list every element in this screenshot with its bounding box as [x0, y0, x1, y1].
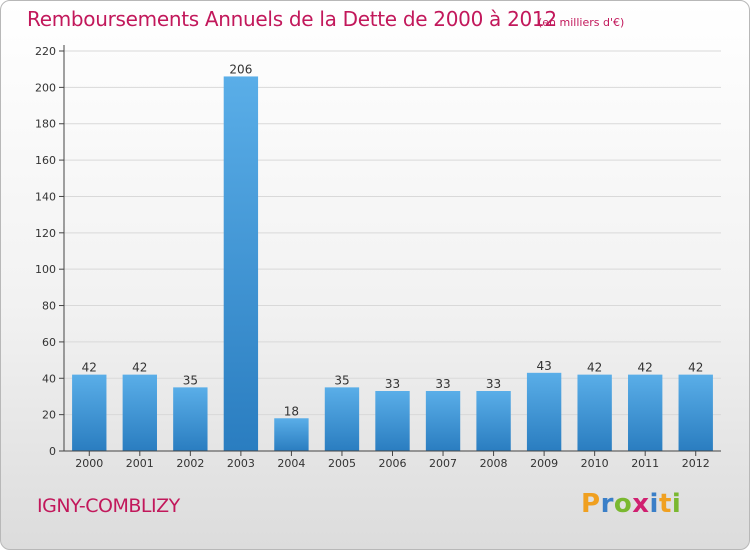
- value-label: 206: [229, 62, 252, 76]
- x-tick-label: 2004: [277, 457, 305, 470]
- y-tick-label: 200: [35, 81, 56, 94]
- bar: [628, 374, 663, 451]
- logo-letter: i: [649, 489, 659, 519]
- x-tick-label: 2006: [379, 457, 407, 470]
- y-tick-label: 0: [49, 445, 56, 458]
- y-tick-label: 140: [35, 190, 56, 203]
- bar: [476, 391, 511, 451]
- value-label: 18: [284, 404, 299, 418]
- y-tick-label: 160: [35, 154, 56, 167]
- logo-letter: x: [632, 489, 650, 519]
- value-label: 42: [132, 361, 147, 375]
- bar: [375, 391, 410, 451]
- logo-letter: P: [581, 489, 601, 519]
- value-label: 35: [183, 373, 198, 387]
- value-label: 42: [587, 361, 602, 375]
- value-label: 33: [486, 377, 501, 391]
- commune-name: IGNY-COMBLIZY: [37, 495, 180, 517]
- y-tick-label: 20: [42, 409, 56, 422]
- value-label: 35: [334, 373, 349, 387]
- bar: [526, 372, 562, 451]
- y-tick-label: 100: [35, 263, 56, 276]
- y-tick-label: 180: [35, 118, 56, 131]
- axes: [59, 45, 721, 456]
- chart-title: Remboursements Annuels de la Dette de 20…: [27, 7, 557, 31]
- x-tick-label: 2008: [480, 457, 508, 470]
- x-tick-label: 2005: [328, 457, 356, 470]
- bar: [324, 387, 360, 451]
- gridlines: [64, 50, 721, 416]
- bar: [223, 76, 259, 452]
- value-label: 33: [385, 377, 400, 391]
- bar: [274, 418, 309, 451]
- y-tick-label: 120: [35, 227, 56, 240]
- logo-letter: t: [658, 489, 672, 519]
- y-tick-label: 80: [42, 300, 56, 313]
- value-label: 43: [536, 359, 551, 373]
- bars: [72, 76, 713, 452]
- bar: [678, 374, 713, 451]
- bar: [425, 391, 461, 451]
- units-label: (en milliers d'€): [538, 16, 625, 29]
- bar: [122, 374, 157, 451]
- x-tick-label: 2012: [682, 457, 710, 470]
- value-label: 42: [638, 361, 653, 375]
- proxiti-logo: Proxiti: [581, 489, 681, 519]
- x-tick-label: 2003: [227, 457, 255, 470]
- x-tick-label: 2010: [581, 457, 609, 470]
- x-tick-label: 2007: [429, 457, 457, 470]
- bar: [577, 374, 612, 451]
- x-tick-label: 2009: [530, 457, 558, 470]
- x-tick-label: 2001: [126, 457, 154, 470]
- x-tick-label: 2011: [631, 457, 659, 470]
- logo-letter: r: [600, 489, 614, 519]
- bar: [173, 387, 208, 451]
- labels: 0 20 40 60 80 100 120 140 160 180 200 220 42 2000 42 20…: [35, 45, 710, 470]
- x-tick-label: 2002: [176, 457, 204, 470]
- value-label: 42: [82, 361, 97, 375]
- y-tick-label: 40: [42, 372, 56, 385]
- x-tick-label: 2000: [75, 457, 103, 470]
- value-label: 33: [435, 377, 450, 391]
- y-tick-label: 220: [35, 45, 56, 58]
- bar: [72, 374, 107, 451]
- logo-letter: o: [613, 489, 633, 519]
- y-tick-label: 60: [42, 336, 56, 349]
- value-label: 42: [688, 361, 703, 375]
- logo-letter: i: [671, 489, 682, 519]
